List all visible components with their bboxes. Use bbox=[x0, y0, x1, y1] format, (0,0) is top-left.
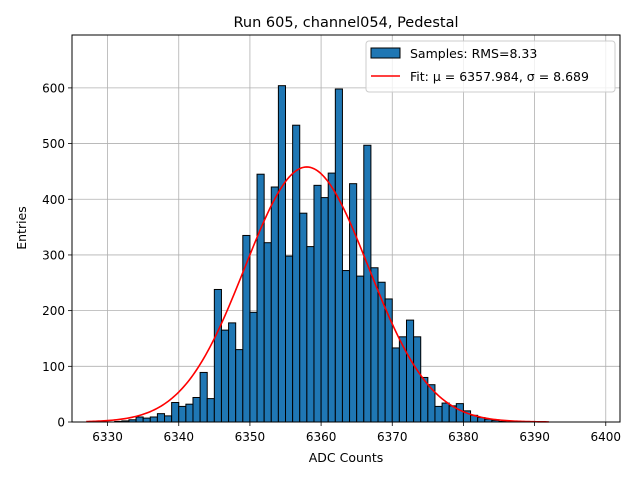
histogram-bar bbox=[171, 402, 180, 423]
histogram-bar bbox=[405, 319, 415, 423]
histogram-bar bbox=[270, 186, 279, 423]
histogram-bar bbox=[199, 371, 208, 423]
histogram-bar bbox=[349, 183, 358, 423]
legend-label-histogram: Samples: RMS=8.33 bbox=[410, 46, 537, 61]
histogram-bar bbox=[135, 416, 144, 423]
histogram-bar bbox=[334, 88, 343, 423]
histogram-bar bbox=[277, 85, 287, 423]
histogram-bar bbox=[164, 415, 173, 423]
x-tick-label: 6360 bbox=[306, 430, 337, 444]
x-tick-label: 6380 bbox=[448, 430, 479, 444]
y-tick-label: 400 bbox=[42, 193, 65, 207]
x-axis-ticks: 6330 6340 6350 6360 6370 6380 6390 6400 bbox=[92, 422, 621, 444]
histogram-bar bbox=[192, 396, 201, 423]
histogram-bar bbox=[363, 144, 372, 423]
histogram-bar bbox=[370, 267, 379, 423]
histogram-bar bbox=[206, 398, 215, 423]
y-tick-label: 600 bbox=[42, 81, 65, 95]
y-tick-label: 200 bbox=[42, 304, 65, 318]
fit-curve-layer bbox=[86, 166, 549, 423]
chart-title: Run 605, channel054, Pedestal bbox=[233, 15, 458, 31]
legend-label-fit: Fit: μ = 6357.984, σ = 8.689 bbox=[410, 69, 589, 84]
legend-box bbox=[365, 40, 616, 93]
x-tick-label: 6340 bbox=[163, 430, 194, 444]
y-tick-label: 100 bbox=[42, 360, 65, 374]
y-tick-label: 300 bbox=[42, 248, 65, 262]
histogram-bar bbox=[356, 275, 365, 423]
x-tick-label: 6330 bbox=[92, 430, 123, 444]
histogram-bar bbox=[220, 329, 230, 423]
y-axis-label: Entries bbox=[14, 206, 29, 250]
x-tick-label: 6390 bbox=[519, 430, 550, 444]
histogram-bar bbox=[306, 246, 315, 423]
histogram-bar bbox=[285, 255, 294, 423]
histogram-bar bbox=[377, 281, 386, 423]
histogram-bar bbox=[263, 242, 272, 423]
x-tick-label: 6400 bbox=[590, 430, 621, 444]
plot-frame bbox=[71, 34, 621, 423]
histogram-bar bbox=[327, 172, 336, 423]
x-axis-label: ADC Counts bbox=[309, 450, 384, 465]
x-tick-label: 6370 bbox=[377, 430, 408, 444]
histogram-bar bbox=[149, 416, 158, 423]
y-tick-label: 0 bbox=[57, 416, 65, 430]
y-tick-label: 500 bbox=[42, 137, 65, 151]
legend: Samples: RMS=8.33 Fit: μ = 6357.984, σ =… bbox=[365, 40, 616, 93]
histogram-bar bbox=[228, 322, 237, 423]
histogram-bar bbox=[178, 405, 187, 423]
x-tick-label: 6350 bbox=[235, 430, 266, 444]
y-axis-ticks: 0 100 200 300 400 500 600 bbox=[42, 81, 72, 430]
histogram-bar bbox=[391, 347, 400, 423]
histogram-bar bbox=[455, 403, 464, 423]
histogram-bar bbox=[413, 336, 422, 423]
histogram-bar bbox=[249, 311, 258, 423]
histogram-bar bbox=[313, 184, 322, 423]
fit-curve bbox=[86, 166, 549, 423]
histogram-bar bbox=[256, 173, 265, 423]
legend-swatch-histogram bbox=[370, 47, 401, 59]
histogram-bar bbox=[299, 212, 308, 423]
histogram-bar bbox=[341, 270, 351, 423]
histogram-bar bbox=[142, 417, 151, 423]
histogram-bar bbox=[320, 197, 329, 423]
histogram-bar bbox=[235, 349, 244, 423]
histogram-bar bbox=[441, 402, 450, 423]
histogram-bar bbox=[185, 403, 194, 423]
histogram-bar bbox=[156, 413, 166, 423]
histogram-bar bbox=[213, 288, 222, 423]
histogram-bar bbox=[434, 405, 443, 423]
